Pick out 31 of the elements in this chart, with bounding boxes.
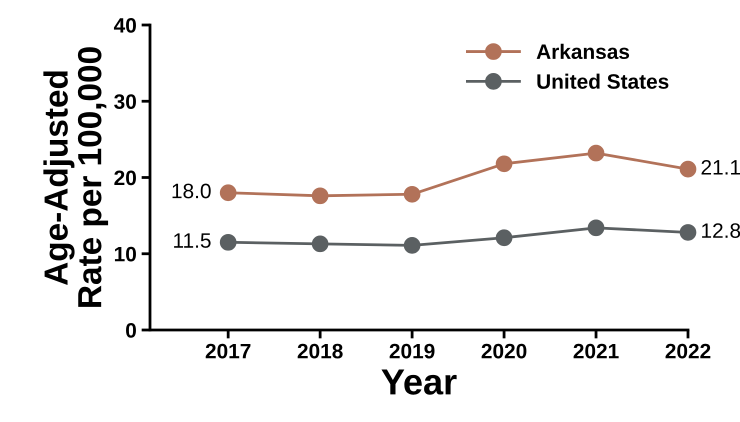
- point: [220, 234, 237, 251]
- point: [680, 224, 696, 241]
- x-tick-label: 2022: [666, 344, 710, 358]
- point: [496, 155, 512, 172]
- x-tick-label: 2019: [390, 344, 435, 358]
- y-tick-label: 30: [114, 94, 136, 110]
- legend-label: United States: [537, 74, 668, 89]
- legend-label: Arkansas: [536, 44, 630, 60]
- data-label: 21.1: [702, 160, 740, 174]
- data-label: 18.0: [172, 184, 211, 198]
- y-tick-label: 40: [114, 18, 136, 33]
- y-axis-title: Age-Adjusted Rate per 100,000: [43, 47, 108, 307]
- point: [588, 144, 604, 162]
- point: [312, 187, 328, 204]
- x-tick-label: 2020: [482, 344, 526, 358]
- y-tick-label: 0: [126, 323, 136, 338]
- x-tick-label: 2021: [574, 344, 619, 358]
- point: [680, 160, 696, 178]
- x-axis-title: Year: [381, 369, 457, 395]
- point: [404, 237, 420, 254]
- data-label: 11.5: [174, 233, 211, 248]
- y-tick-label: 10: [114, 246, 136, 262]
- x-tick-label: 2018: [298, 344, 343, 358]
- data-label: 12.8: [702, 223, 740, 238]
- point: [588, 219, 604, 236]
- point: [220, 184, 237, 202]
- point: [404, 186, 420, 203]
- y-tick-label: 20: [114, 170, 136, 186]
- point: [496, 229, 512, 246]
- x-tick-label: 2017: [206, 344, 250, 358]
- point: [312, 236, 328, 252]
